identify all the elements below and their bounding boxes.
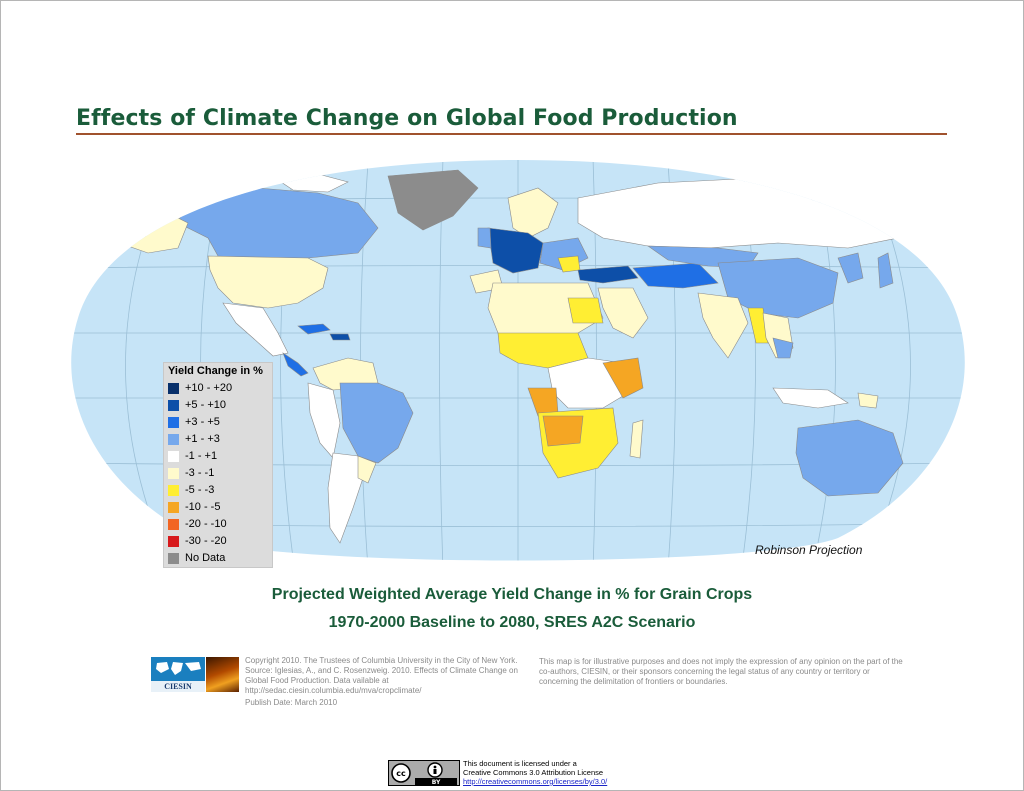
legend-swatch [168,382,179,394]
license-line2: Creative Commons 3.0 Attribution License [463,768,604,777]
title-underline [76,133,947,135]
license-text: This document is licensed under a Creati… [463,759,607,786]
subtitle-secondary: 1970-2000 Baseline to 2080, SRES A2C Sce… [328,614,696,631]
legend-swatch [168,518,179,530]
legend-item: +10 - +20 [168,380,232,396]
projection-label: Robinson Projection [755,543,863,557]
svg-text:CIESIN: CIESIN [164,682,192,691]
svg-text:BY: BY [432,779,441,785]
legend-item: No Data [168,550,225,566]
legend-swatch [168,552,179,564]
legend-label: -3 - -1 [185,467,215,479]
legend-item: -3 - -1 [168,465,214,481]
legend-item: -1 - +1 [168,448,217,464]
legend-swatch [168,501,179,513]
license-line1: This document is licensed under a [463,759,577,768]
legend-swatch [168,416,179,428]
legend-label: +5 - +10 [185,399,226,411]
map-title: Effects of Climate Change on Global Food… [76,106,738,131]
legend-swatch [168,484,179,496]
svg-text:cc: cc [396,769,406,778]
legend-label: -1 - +1 [185,450,218,462]
legend-swatch [168,535,179,547]
copyright-credit: Copyright 2010. The Trustees of Columbia… [245,656,518,695]
map-legend: Yield Change in % +10 - +20 +5 - +10 +3 … [163,362,273,568]
legend-label: -5 - -3 [185,484,215,496]
cc-icon [391,763,411,783]
legend-item: -10 - -5 [168,499,220,515]
legend-item: -20 - -10 [168,516,227,532]
legend-swatch [168,433,179,445]
disclaimer-text: This map is for illustrative purposes an… [539,657,903,686]
legend-item: -30 - -20 [168,533,227,549]
legend-swatch [168,450,179,462]
sedac-logo [206,657,239,692]
legend-label: +10 - +20 [185,382,233,394]
legend-item: +5 - +10 [168,397,226,413]
legend-label: -10 - -5 [185,501,221,513]
license-link[interactable]: http://creativecommons.org/licenses/by/3… [463,777,608,786]
legend-label: -30 - -20 [185,535,227,547]
world-map [71,160,965,561]
legend-item: -5 - -3 [168,482,214,498]
legend-label: +3 - +5 [185,416,220,428]
subtitle-primary: Projected Weighted Average Yield Change … [271,586,753,603]
cc-license-badge[interactable]: cc BY [388,760,460,786]
legend-swatch [168,467,179,479]
legend-label: -20 - -10 [185,518,227,530]
legend-item: +3 - +5 [168,414,220,430]
publish-date: Publish Date: March 2010 [245,698,338,707]
legend-title: Yield Change in % [168,365,263,377]
ciesin-logo: CIESIN [151,657,205,692]
legend-swatch [168,399,179,411]
legend-item: +1 - +3 [168,431,220,447]
legend-label: +1 - +3 [185,433,220,445]
legend-label: No Data [185,552,226,564]
